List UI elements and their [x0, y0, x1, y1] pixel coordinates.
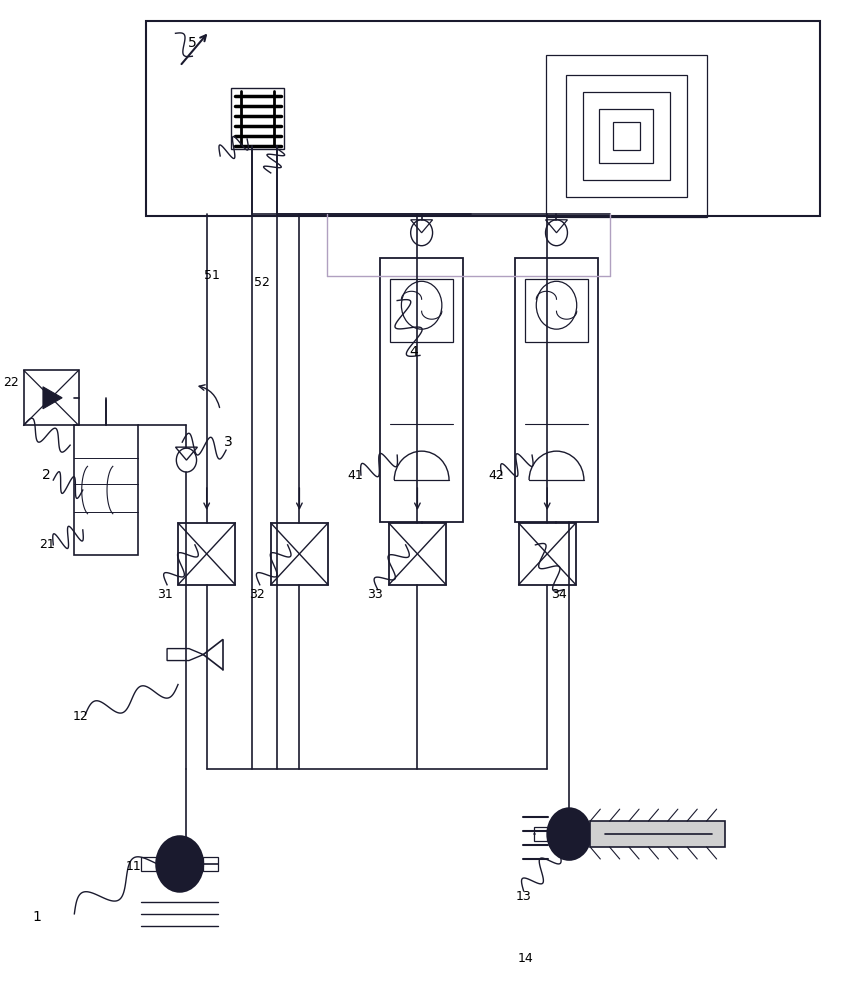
Text: 13: 13 [516, 890, 532, 903]
Bar [203, 857, 219, 871]
Bar [515, 258, 598, 522]
Circle shape [547, 808, 591, 860]
Text: 5: 5 [188, 36, 197, 50]
Bar [271, 523, 328, 585]
Bar [518, 523, 576, 585]
Text: 32: 32 [249, 588, 265, 601]
Text: 33: 33 [368, 588, 383, 601]
Text: 4: 4 [410, 345, 418, 359]
Bar [380, 258, 463, 522]
Bar [546, 55, 706, 217]
Bar [141, 857, 156, 871]
Text: 14: 14 [518, 952, 533, 965]
Text: 52: 52 [254, 276, 270, 289]
Bar [178, 523, 235, 585]
Text: 11: 11 [125, 860, 141, 873]
Text: 12: 12 [72, 710, 88, 723]
Bar [146, 21, 821, 216]
Text: 34: 34 [551, 588, 567, 601]
Text: 51: 51 [204, 269, 219, 282]
Text: 1: 1 [32, 910, 41, 924]
Bar [534, 827, 547, 841]
Bar [231, 88, 285, 149]
Bar [591, 827, 605, 841]
Bar [389, 523, 446, 585]
Bar [600, 109, 653, 163]
Bar [75, 425, 137, 555]
Bar [24, 370, 79, 425]
Bar [525, 279, 588, 342]
Text: 3: 3 [224, 435, 233, 449]
Bar [566, 75, 687, 197]
Text: 2: 2 [42, 468, 51, 482]
Circle shape [156, 836, 203, 892]
Text: 42: 42 [488, 469, 504, 482]
Bar [583, 92, 670, 180]
Bar [613, 122, 640, 150]
Text: 41: 41 [347, 469, 363, 482]
Bar [590, 821, 725, 847]
Text: 31: 31 [157, 588, 173, 601]
Bar [390, 279, 453, 342]
Text: 21: 21 [39, 538, 54, 551]
Polygon shape [43, 387, 62, 409]
Text: 22: 22 [3, 376, 19, 389]
